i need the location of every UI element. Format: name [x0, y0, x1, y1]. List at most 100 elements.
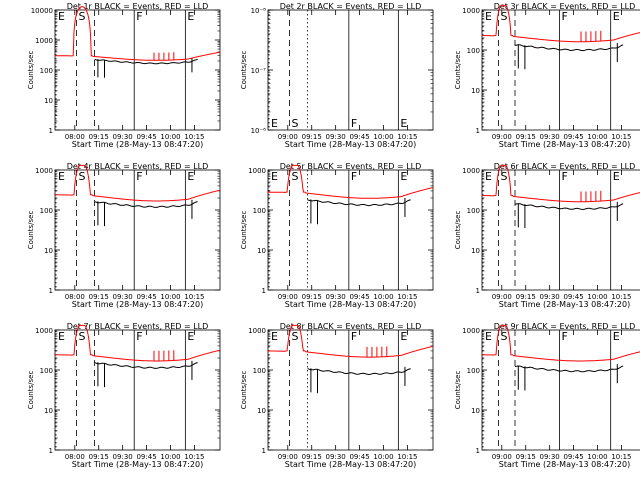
x-tick-label: 09:15	[302, 453, 322, 461]
y-tick-label: 10	[257, 407, 266, 415]
panel-title: Det 1r BLACK = Events, RED = LLD	[67, 2, 209, 11]
y-axis-label: Counts/sec	[454, 211, 462, 250]
x-tick-label: 10:15	[611, 453, 631, 461]
y-tick-label: 1	[262, 447, 266, 455]
y-tick-label: 10⁻⁷	[251, 67, 267, 75]
x-tick-label: 10:00	[587, 453, 607, 461]
marker-label: S	[291, 170, 298, 183]
marker-label: E	[485, 170, 492, 183]
x-axis-label: Start Time (28-May-13 08:47:20)	[285, 300, 416, 309]
marker-label: E	[485, 10, 492, 23]
y-tick-label: 10	[44, 97, 53, 105]
x-tick-label: 09:15	[516, 133, 536, 141]
x-tick-label: 09:45	[136, 453, 156, 461]
x-tick-label: 09:00	[492, 453, 512, 461]
marker-label: E	[613, 170, 620, 183]
x-tick-label: 10:15	[611, 293, 631, 301]
marker-label: S	[291, 330, 298, 343]
x-tick-label: 10:15	[611, 133, 631, 141]
series-events-line	[514, 365, 624, 373]
panel-det-4: Det 4r BLACK = Events, RED = LLD 1 10 100 10…	[27, 162, 221, 309]
y-tick-label: 10000	[31, 7, 53, 15]
x-tick-label: 10:00	[160, 453, 180, 461]
plot-frame	[481, 169, 640, 291]
series-events-line	[94, 58, 198, 65]
series-lld-line	[55, 164, 221, 202]
x-axis-label: Start Time (28-May-13 08:47:20)	[72, 140, 203, 149]
series-events-line	[307, 368, 411, 376]
panel-title: Det 5r BLACK = Events, RED = LLD	[280, 162, 422, 171]
y-tick-label: 100	[253, 367, 266, 375]
y-tick-label: 10	[471, 247, 480, 255]
x-tick-label: 10:00	[587, 133, 607, 141]
plot-frame	[54, 9, 221, 131]
x-tick-label: 10:00	[160, 133, 180, 141]
x-tick-label: 10:00	[373, 453, 393, 461]
y-tick-label: 100	[467, 207, 480, 215]
panel-title: Det 7r BLACK = Events, RED = LLD	[67, 322, 209, 331]
marker-label: S	[501, 330, 508, 343]
marker-label: F	[351, 330, 357, 343]
marker-label: F	[136, 10, 142, 23]
x-tick-label: 09:15	[89, 453, 109, 461]
y-tick-label: 10⁻⁶	[251, 127, 267, 135]
y-tick-label: 1000	[35, 37, 53, 45]
x-tick-label: 09:30	[326, 453, 346, 461]
y-tick-label: 1	[262, 287, 266, 295]
y-axis-label: Counts/sec	[27, 211, 35, 250]
x-tick-label: 10:15	[397, 133, 417, 141]
y-axis-label: Counts/sec	[27, 371, 35, 410]
plot-frame	[267, 169, 434, 291]
series-lld-line	[482, 164, 640, 203]
panel-title: Det 2r BLACK = Events, RED = LLD	[280, 2, 422, 11]
marker-label: F	[562, 10, 568, 23]
series-events-line	[94, 201, 198, 208]
x-tick-label: 10:15	[184, 293, 204, 301]
plot-frame	[267, 9, 434, 131]
x-axis-label: Start Time (28-May-13 08:47:20)	[499, 460, 630, 469]
marker-label: E	[187, 10, 194, 23]
marker-label: S	[78, 10, 85, 23]
x-tick-label: 09:30	[113, 133, 133, 141]
panel-det-6: Det 6r BLACK = Events, RED = LLD 1 10 100 10…	[454, 162, 640, 309]
y-tick-label: 1000	[248, 167, 266, 175]
series-events-line	[514, 44, 624, 52]
x-tick-label: 09:45	[563, 453, 583, 461]
x-tick-label: 09:00	[492, 133, 512, 141]
x-tick-label: 10:00	[587, 293, 607, 301]
y-axis-label: Counts/sec	[240, 51, 248, 90]
marker-label: F	[136, 170, 142, 183]
x-axis-label: Start Time (28-May-13 08:47:20)	[72, 460, 203, 469]
x-tick-label: 08:00	[65, 453, 85, 461]
marker-label: F	[351, 117, 357, 130]
marker-label: S	[78, 170, 85, 183]
marker-label: E	[187, 330, 194, 343]
x-tick-label: 10:15	[397, 453, 417, 461]
y-tick-label: 100	[467, 47, 480, 55]
marker-label: E	[58, 330, 65, 343]
x-tick-label: 09:15	[516, 293, 536, 301]
panel-title: Det 3r BLACK = Events, RED = LLD	[494, 2, 636, 11]
x-tick-label: 09:45	[563, 133, 583, 141]
y-tick-label: 1000	[35, 327, 53, 335]
y-tick-label: 10⁻⁸	[251, 7, 267, 15]
y-axis-label: Counts/sec	[454, 371, 462, 410]
marker-label: E	[485, 330, 492, 343]
y-tick-label: 10	[471, 407, 480, 415]
marker-label: E	[400, 170, 407, 183]
x-tick-label: 09:00	[278, 453, 298, 461]
y-tick-label: 1000	[248, 327, 266, 335]
y-tick-label: 10	[44, 407, 53, 415]
y-tick-label: 1	[49, 287, 53, 295]
plot-frame	[481, 329, 640, 451]
series-events-line	[514, 203, 624, 211]
marker-label: E	[58, 170, 65, 183]
plot-frame	[54, 329, 221, 451]
x-tick-label: 09:45	[349, 293, 369, 301]
x-tick-label: 08:00	[65, 133, 85, 141]
marker-label: S	[501, 170, 508, 183]
panel-title: Det 8r BLACK = Events, RED = LLD	[280, 322, 422, 331]
marker-label: F	[562, 330, 568, 343]
marker-label: E	[271, 117, 278, 130]
marker-label: E	[400, 330, 407, 343]
